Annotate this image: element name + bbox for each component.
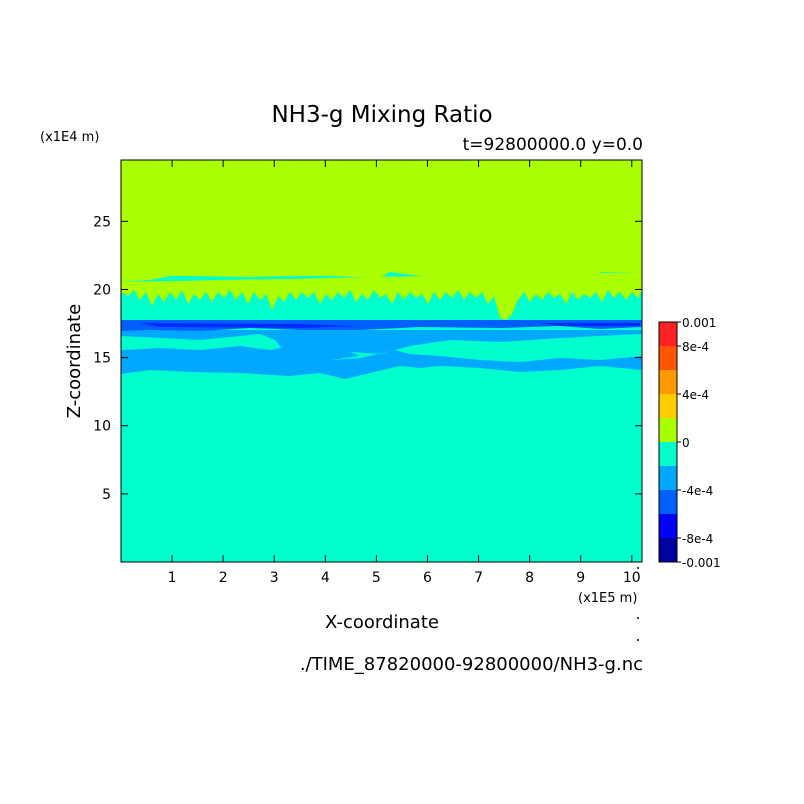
x-tick-label: 2 [219,570,228,586]
y-unit-label: (x1E4 m) [40,130,99,145]
colorbar-swatch [659,490,677,514]
y-tick-label: 5 [102,487,111,503]
x-tick-label: 6 [423,570,432,586]
colorbar-swatch [659,538,677,562]
chart-title: NH3-g Mixing Ratio [271,102,492,128]
region-moderate-negative-lobe [275,336,360,360]
x-tick-label: 4 [321,570,330,586]
x-tick-label: 9 [576,570,585,586]
chart-subtitle: t=92800000.0 y=0.0 [463,135,643,155]
footer-filepath: ./TIME_87820000-92800000/NH3-g.nc [300,654,643,675]
colorbar-swatch [659,322,677,346]
x-unit-label: (x1E5 m) [578,591,637,606]
plot-area [120,159,643,563]
region-cyan-pocket [121,334,642,362]
x-tick-label: 3 [270,570,279,586]
y-tick-label: 10 [93,419,111,435]
colorbar-swatch [659,394,677,418]
colorbar: 0.001 8e-4 4e-4 0 -4e-4 -8e-4 -0.001 [658,316,721,570]
y-tick-label: 15 [93,351,111,367]
x-axis: 1 2 3 4 5 6 7 8 9 10 [168,160,641,586]
marker-dot [637,567,639,569]
colorbar-tick-label: -4e-4 [682,484,713,498]
colorbar-swatch [659,514,677,538]
colorbar-tick-label: 0 [682,436,690,450]
colorbar-swatch [659,466,677,490]
region-strong-negative-band [121,320,642,331]
x-tick-label: 1 [168,570,177,586]
x-tick-label: 7 [474,570,483,586]
region-positive-fringe [121,272,642,320]
marker-dot [637,617,639,619]
x-tick-label: 8 [525,570,534,586]
colorbar-swatch [659,370,677,394]
marker-dot [637,639,639,641]
colorbar-swatch [659,346,677,370]
y-axis: 5 10 15 20 25 [93,214,642,503]
colorbar-tick-label: 8e-4 [682,340,709,354]
colorbar-tick-label: -8e-4 [682,532,713,546]
y-axis-label: Z-coordinate [64,304,85,419]
x-axis-label: X-coordinate [325,612,439,633]
region-negative-streak [140,323,640,328]
colorbar-tick-label: 0.001 [682,316,716,330]
y-tick-label: 25 [93,214,111,230]
x-tick-label: 10 [623,570,641,586]
colorbar-swatch [659,442,677,466]
colorbar-swatch [659,418,677,442]
colorbar-tick-label: 4e-4 [682,388,709,402]
x-tick-label: 5 [372,570,381,586]
plot-frame [120,159,643,563]
colorbar-tick-label: -0.001 [682,556,721,570]
region-upper-positive [121,160,642,282]
y-tick-label: 20 [93,282,111,298]
